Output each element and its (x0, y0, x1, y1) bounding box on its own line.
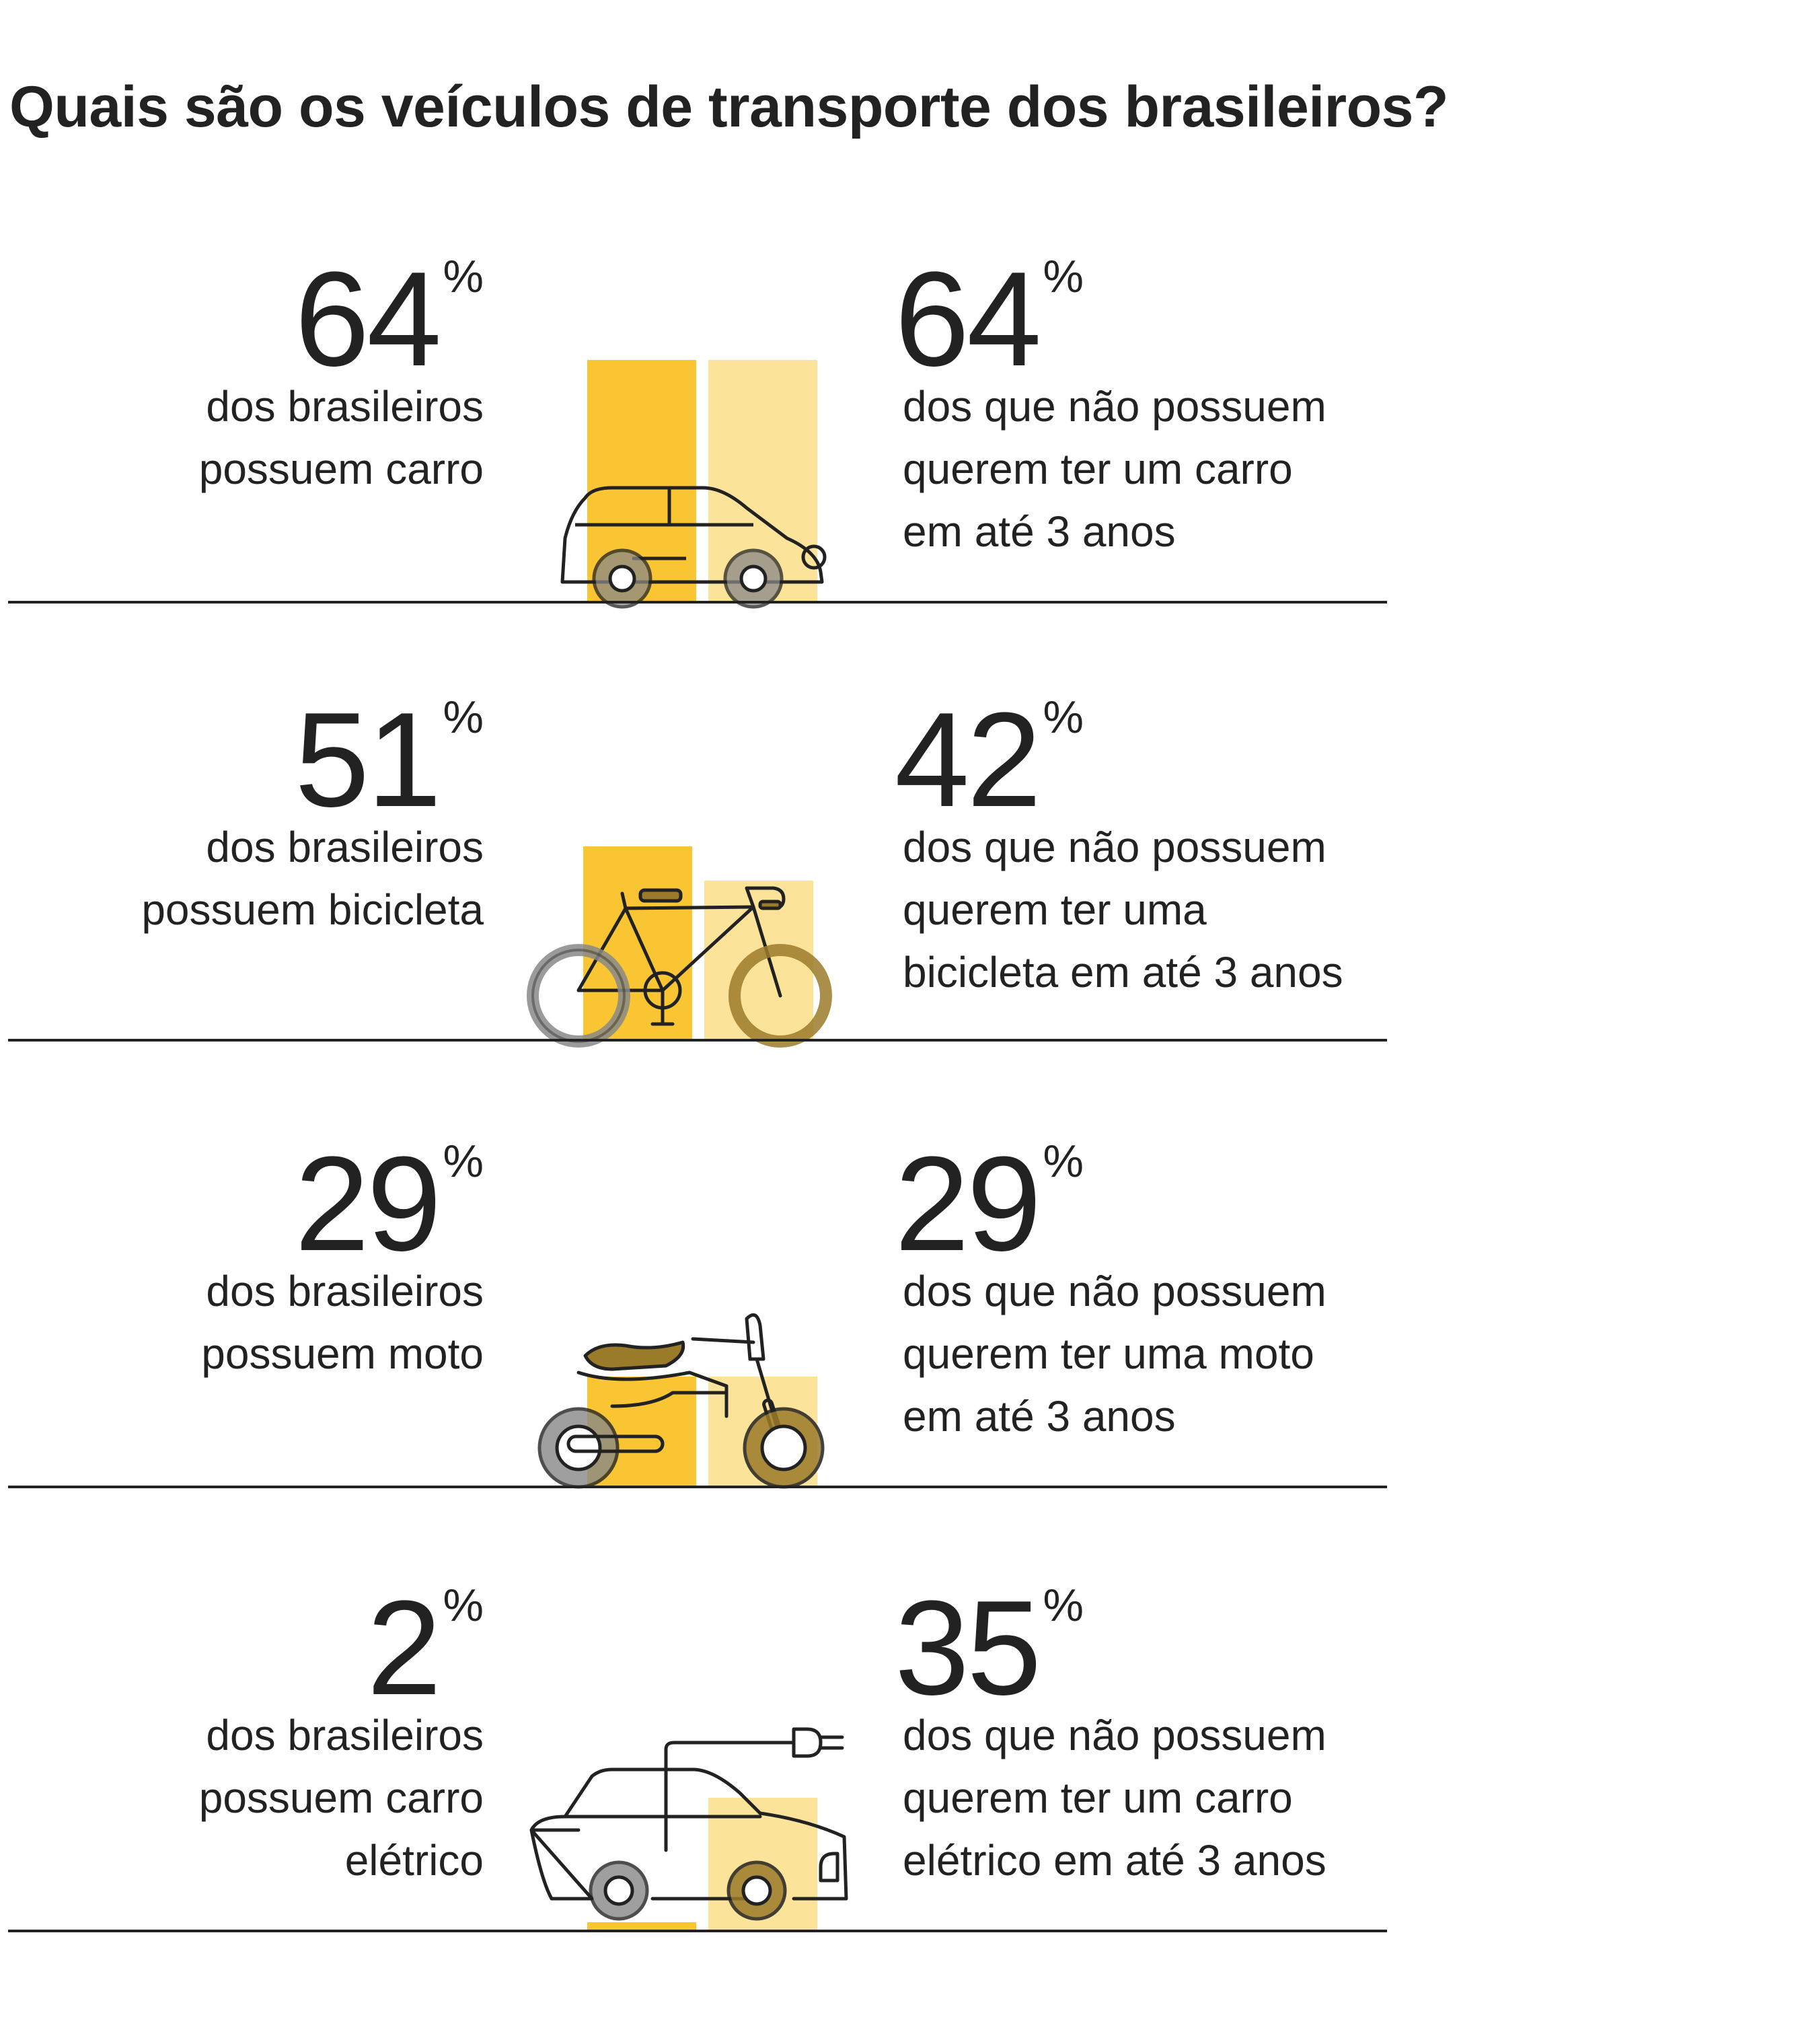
label-line: elétrico em até 3 anos (903, 1836, 1326, 1885)
want-value-number: 29 (895, 1129, 1041, 1279)
want-value-bicycle: 42% (895, 693, 1084, 828)
own-value-number: 64 (295, 244, 441, 394)
own-value-electric-car: 2% (367, 1581, 484, 1716)
own-label-motorcycle: dos brasileiros possuem moto (201, 1260, 484, 1385)
car-icon (560, 486, 827, 609)
label-line: possuem bicicleta (141, 885, 484, 934)
label-line: elétrico (344, 1836, 484, 1885)
electric-car-icon (529, 1727, 848, 1921)
row-divider (8, 1486, 1387, 1488)
percent-sign: % (443, 1136, 484, 1187)
own-label-electric-car: dos brasileiros possuem carro elétrico (199, 1704, 484, 1892)
label-line: possuem carro (198, 1774, 484, 1822)
want-value-number: 42 (895, 685, 1041, 835)
label-line: querem ter um carro (903, 1774, 1293, 1822)
own-value-bicycle: 51% (295, 693, 484, 828)
label-line: em até 3 anos (903, 1392, 1176, 1440)
own-value-car: 64% (295, 252, 484, 387)
own-label-bicycle: dos brasileiros possuem bicicleta (141, 816, 484, 941)
percent-sign: % (1043, 692, 1084, 743)
want-value-electric-car: 35% (895, 1581, 1084, 1716)
label-line: dos brasileiros (206, 1711, 484, 1759)
want-value-car: 64% (895, 252, 1084, 387)
want-label-motorcycle: dos que não possuem querem ter uma moto … (903, 1260, 1326, 1448)
own-bar-car (587, 359, 696, 601)
own-value-number: 51 (295, 685, 441, 835)
label-line: dos brasileiros (206, 823, 484, 871)
want-value-number: 35 (895, 1573, 1041, 1723)
label-line: querem ter um carro (903, 445, 1293, 493)
label-line: dos brasileiros (206, 1267, 484, 1315)
percent-sign: % (443, 251, 484, 302)
motorcycle-icon (537, 1313, 825, 1489)
bicycle-icon (527, 886, 832, 1048)
label-line: dos brasileiros (206, 382, 484, 431)
want-value-motorcycle: 29% (895, 1137, 1084, 1272)
page-title: Quais são os veículos de transporte dos … (9, 75, 1449, 139)
want-label-electric-car: dos que não possuem querem ter um carro … (903, 1704, 1326, 1892)
percent-sign: % (443, 1580, 484, 1631)
own-bar-electric-car (587, 1922, 696, 1930)
label-line: querem ter uma (903, 885, 1207, 934)
want-label-bicycle: dos que não possuem querem ter uma bicic… (903, 816, 1343, 1004)
want-bar-bicycle (704, 880, 813, 1039)
own-label-car: dos brasileiros possuem carro (199, 375, 484, 501)
label-line: possuem moto (201, 1329, 484, 1378)
row-divider (8, 1930, 1387, 1932)
want-bar-motorcycle (708, 1376, 817, 1486)
percent-sign: % (1043, 251, 1084, 302)
percent-sign: % (1043, 1580, 1084, 1631)
want-bar-electric-car (708, 1798, 817, 1930)
label-line: dos que não possuem (903, 823, 1326, 871)
want-bar-car (708, 359, 817, 601)
label-line: querem ter uma moto (903, 1329, 1314, 1378)
own-value-number: 2 (367, 1573, 441, 1723)
percent-sign: % (1043, 1136, 1084, 1187)
own-value-motorcycle: 29% (295, 1137, 484, 1272)
label-line: dos que não possuem (903, 1711, 1326, 1759)
label-line: bicicleta em até 3 anos (903, 948, 1343, 996)
label-line: dos que não possuem (903, 382, 1326, 431)
own-bar-bicycle (583, 846, 692, 1039)
row-divider (8, 601, 1387, 604)
label-line: possuem carro (198, 445, 484, 493)
want-label-car: dos que não possuem querem ter um carro … (903, 375, 1326, 563)
own-bar-motorcycle (587, 1376, 696, 1486)
want-value-number: 64 (895, 244, 1041, 394)
label-line: dos que não possuem (903, 1267, 1326, 1315)
percent-sign: % (443, 692, 484, 743)
row-divider (8, 1039, 1387, 1042)
label-line: em até 3 anos (903, 507, 1176, 556)
own-value-number: 29 (295, 1129, 441, 1279)
